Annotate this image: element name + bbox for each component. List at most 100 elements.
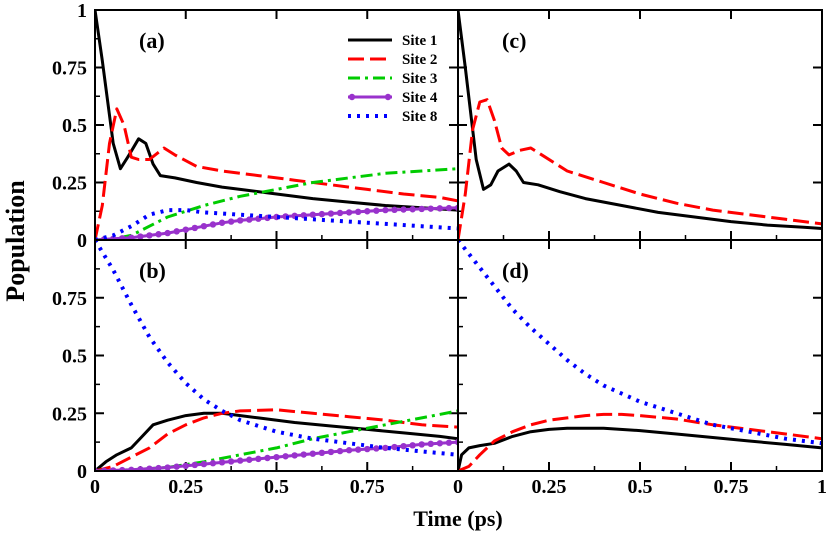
x-tick-label: 1	[817, 476, 827, 498]
panel-a: 0 0.25 0.5 0.75 1 (a) Site 1 Site 2 Site 3 Site 4…	[52, 0, 459, 252]
series-marker-site-4	[128, 234, 135, 240]
series-marker-site-4	[400, 442, 407, 450]
series-line-site-2	[458, 412, 822, 471]
legend-label: Site 1	[402, 33, 437, 49]
x-tick-label: 0.5	[628, 476, 653, 498]
series-line-site-2	[458, 98, 822, 240]
series-marker-site-4	[218, 219, 226, 226]
series-marker-site-4	[237, 457, 244, 464]
series-marker-site-4	[155, 464, 162, 471]
series-marker-site-4	[246, 216, 253, 223]
y-tick-label: 0.25	[52, 403, 87, 425]
series-marker-site-4	[227, 218, 235, 225]
panel-label: (c)	[502, 28, 526, 53]
series-marker-site-4	[327, 448, 335, 456]
panel-label: (d)	[502, 258, 529, 283]
series-marker-site-4	[382, 444, 389, 452]
series-marker-site-4	[382, 206, 389, 214]
legend-marker	[384, 93, 392, 101]
y-tick-label: 1	[77, 0, 87, 22]
y-tick-label: 0	[77, 461, 87, 483]
series-line-site-1	[95, 10, 458, 212]
series-marker-site-4	[255, 455, 262, 463]
y-tick-label: 0.5	[62, 115, 87, 137]
series-line-site-2	[95, 408, 458, 471]
series-marker-site-4	[200, 223, 208, 230]
legend-label: Site 4	[402, 90, 438, 106]
series-marker-site-4	[173, 228, 180, 235]
x-tick-label: 0.25	[168, 476, 203, 498]
x-tick-label: 0.25	[532, 476, 567, 498]
series-marker-site-4	[300, 451, 307, 458]
series-marker-site-4	[373, 207, 380, 214]
series-marker-site-4	[137, 466, 144, 471]
series-marker-site-4	[146, 232, 153, 239]
x-tick-label: 0.75	[714, 476, 749, 498]
series-marker-site-4	[400, 206, 407, 213]
series-marker-site-4	[309, 211, 316, 218]
series-marker-site-4	[373, 445, 380, 452]
series-marker-site-4	[137, 233, 144, 240]
series-marker-site-4	[173, 463, 180, 470]
series-marker-site-4	[209, 221, 217, 228]
series-marker-site-4	[436, 440, 444, 447]
series-marker-site-4	[164, 464, 171, 471]
series-marker-site-4	[336, 209, 344, 217]
series-marker-site-4	[364, 445, 371, 453]
series-marker-site-4	[227, 458, 235, 465]
series-marker-site-4	[418, 441, 425, 448]
series-marker-site-4	[409, 206, 416, 213]
series-group	[458, 10, 822, 240]
legend: Site 1 Site 2 Site 3 Site 4 Site 8	[348, 33, 438, 125]
x-tick-label: 0.5	[264, 476, 289, 498]
panel-frame	[457, 239, 823, 472]
series-marker-site-4	[191, 224, 199, 232]
y-tick-label: 0.25	[52, 173, 87, 195]
plot-layer: 0 0.25 0.5 0.75 1 (a) Site 1 Site 2 Site 3 Site 4…	[52, 0, 827, 498]
x-tick-label: 0	[90, 476, 100, 498]
x-tick-label: 0.75	[350, 476, 385, 498]
panel-c: (c)	[457, 9, 823, 241]
series-marker-site-4	[237, 217, 244, 224]
series-marker-site-4	[391, 443, 398, 451]
series-marker-site-4	[364, 208, 371, 215]
legend-label: Site 3	[402, 71, 437, 87]
series-marker-site-4	[327, 210, 335, 217]
series-marker-site-4	[200, 460, 208, 468]
series-marker-site-4	[273, 453, 280, 461]
series-marker-site-4	[318, 210, 326, 218]
y-tick-label: 0.5	[62, 346, 87, 368]
series-marker-site-4	[264, 454, 271, 462]
series-marker-site-4	[354, 446, 362, 453]
x-axis-title: Time (ps)	[413, 506, 502, 531]
y-tick-label: 0.75	[52, 58, 87, 80]
series-marker-site-4	[345, 447, 353, 454]
y-tick-label: 0	[77, 230, 87, 252]
series-marker-site-4	[209, 460, 217, 467]
series-marker-site-4	[427, 440, 434, 448]
series-group	[458, 240, 822, 471]
series-marker-site-4	[391, 206, 398, 214]
series-marker-site-4	[182, 462, 189, 470]
series-marker-site-4	[427, 205, 434, 212]
series-marker-site-4	[436, 205, 444, 212]
series-marker-site-4	[155, 231, 162, 238]
series-line-site-2	[95, 107, 458, 240]
series-marker-site-4	[318, 449, 326, 457]
series-line-site-1	[458, 426, 822, 471]
series-group	[95, 10, 458, 240]
series-marker-site-4	[218, 459, 226, 466]
legend-marker	[348, 93, 356, 101]
series-marker-site-4	[418, 205, 425, 213]
y-axis-title: Population	[1, 180, 30, 302]
series-marker-site-4	[146, 465, 153, 471]
legend-label: Site 2	[402, 52, 437, 68]
series-marker-site-4	[191, 461, 199, 469]
series-marker-site-4	[119, 235, 126, 240]
series-line-site-1	[458, 10, 822, 230]
series-marker-site-4	[445, 439, 453, 446]
series-marker-site-4	[354, 208, 362, 216]
series-marker-site-4	[246, 456, 253, 463]
series-marker-site-4	[409, 442, 416, 449]
legend-label: Site 8	[402, 109, 437, 125]
